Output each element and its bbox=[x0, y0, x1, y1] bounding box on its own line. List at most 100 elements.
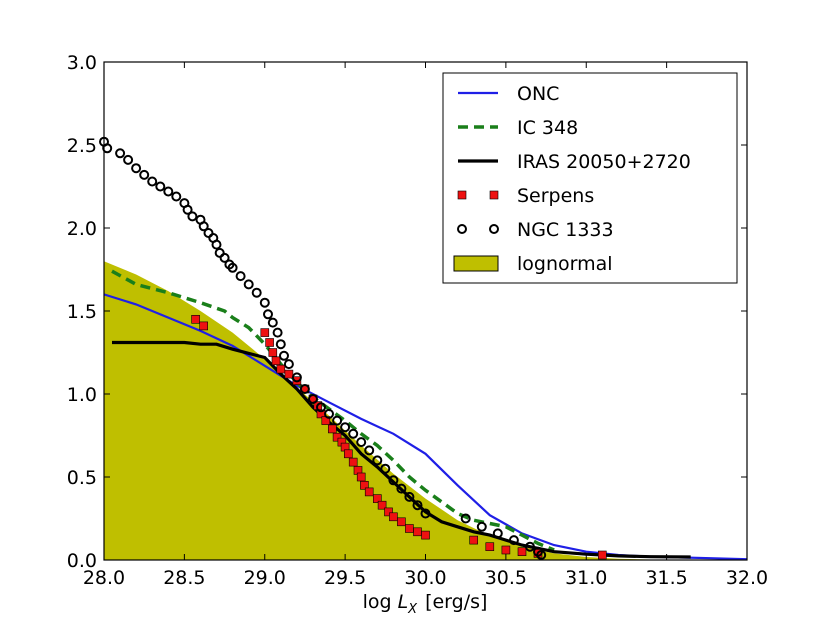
ngc-1333-point bbox=[536, 550, 547, 560]
serpens-point bbox=[421, 530, 430, 540]
x-tick-label: 30.5 bbox=[485, 567, 527, 589]
ic-348-line bbox=[111, 269, 555, 552]
y-tick-label: 1.0 bbox=[67, 384, 97, 406]
legend-swatch bbox=[453, 255, 499, 272]
serpens-point bbox=[343, 449, 353, 459]
legend-item-ic-348: IC 348 bbox=[458, 117, 578, 139]
tick-layer bbox=[103, 61, 748, 561]
ngc-1333-point bbox=[171, 191, 182, 202]
x-tick-label: 32.0 bbox=[726, 567, 768, 589]
legend-entries: ONC IC 348 IRAS 20050+2720 Serpens NGC 1333 l… bbox=[453, 83, 691, 275]
ngc-1333-point bbox=[198, 221, 209, 232]
serpens-point bbox=[372, 494, 382, 503]
serpens-point bbox=[265, 338, 274, 347]
ngc-1333-point bbox=[251, 287, 262, 298]
y-tick-labels: 0.0 0.5 1.0 1.5 2.0 2.5 3.0 bbox=[67, 52, 97, 572]
ngc-1333-point bbox=[420, 508, 431, 519]
ngc-1333-point bbox=[308, 394, 318, 404]
serpens-point bbox=[360, 480, 369, 490]
serpens-point bbox=[469, 535, 479, 545]
ngc-1333-point bbox=[219, 252, 230, 263]
legend-label: IRAS 20050+2720 bbox=[517, 151, 691, 173]
ngc-1333-point bbox=[404, 491, 415, 502]
legend-item-ngc-1333: NGC 1333 bbox=[457, 219, 614, 241]
ngc-1333-point bbox=[163, 186, 174, 197]
legend-swatch bbox=[457, 224, 467, 234]
x-tick-label: 28.5 bbox=[163, 567, 205, 589]
ngc-1333-point bbox=[364, 445, 375, 456]
x-tick-label: 29.5 bbox=[324, 567, 366, 589]
legend-frame bbox=[442, 72, 738, 284]
serpens-point bbox=[268, 348, 278, 357]
legend-label: ONC bbox=[517, 83, 559, 105]
ngc-1333-point bbox=[316, 402, 326, 413]
x-tick-label: 28.0 bbox=[83, 567, 125, 589]
y-tick-label: 0.5 bbox=[67, 467, 97, 489]
y-tick-label: 3.0 bbox=[67, 52, 97, 74]
ngc-1333-point bbox=[182, 204, 193, 215]
ngc-1333-point bbox=[372, 455, 383, 466]
serpens-point bbox=[485, 542, 495, 552]
legend-item-onc: ONC bbox=[458, 83, 559, 105]
legend-item-serpens: Serpens bbox=[457, 185, 594, 207]
ngc-1333-point bbox=[123, 154, 134, 165]
ngc-1333-point bbox=[263, 309, 273, 320]
serpens-point bbox=[284, 369, 294, 379]
legend: ONC IC 348 IRAS 20050+2720 Serpens NGC 1333 l… bbox=[442, 72, 738, 284]
x-tick-labels: 28.0 28.5 29.0 29.5 30.0 30.5 31.0 31.5 32.0 bbox=[83, 567, 768, 589]
serpens-point bbox=[276, 364, 286, 374]
legend-item-lognormal: lognormal bbox=[453, 253, 613, 275]
legend-label: Serpens bbox=[517, 185, 594, 207]
ngc-1333-point bbox=[492, 528, 503, 539]
ngc-1333-point bbox=[259, 297, 270, 308]
ngc-1333-point bbox=[332, 415, 343, 426]
ngc-1333-point bbox=[155, 181, 166, 192]
ngc-1333-point bbox=[227, 262, 238, 273]
ngc-1333-point bbox=[508, 535, 519, 546]
serpens-point bbox=[597, 550, 607, 560]
ngc-1333-point bbox=[102, 143, 113, 154]
serpens-point bbox=[260, 328, 270, 337]
ngc-1333-point bbox=[272, 327, 283, 338]
legend-swatch bbox=[489, 224, 499, 234]
x-tick-label: 30.0 bbox=[404, 567, 446, 589]
lognormal-area-layer bbox=[104, 261, 747, 560]
ngc-1333-point bbox=[115, 148, 126, 159]
ngc-1333-point bbox=[291, 372, 302, 383]
x-axis-label-prefix: log bbox=[363, 591, 398, 613]
serpens-point bbox=[327, 424, 337, 434]
legend-swatch bbox=[457, 190, 467, 200]
ngc-1333-point bbox=[340, 422, 351, 433]
y-tick-label: 0.0 bbox=[67, 550, 97, 572]
y-tick-label: 2.0 bbox=[67, 218, 97, 240]
y-tick-label: 1.5 bbox=[67, 301, 97, 323]
serpens-point bbox=[364, 487, 374, 497]
serpens-point bbox=[389, 512, 398, 522]
marker-series-layer bbox=[99, 136, 607, 560]
ngc-1333-point bbox=[279, 350, 289, 361]
ngc-1333-point bbox=[348, 428, 359, 439]
x-tick-label: 29.0 bbox=[244, 567, 286, 589]
legend-label: NGC 1333 bbox=[517, 219, 614, 241]
ngc-1333-point bbox=[139, 169, 150, 180]
x-tick-label: 31.5 bbox=[645, 567, 687, 589]
serpens-point bbox=[271, 356, 281, 366]
x-axis-label-suffix: [erg/s] bbox=[425, 591, 487, 613]
ngc-1333-point bbox=[243, 279, 254, 290]
ngc-1333-point bbox=[283, 359, 294, 370]
serpens-point bbox=[413, 527, 422, 537]
x-tick-label: 31.0 bbox=[565, 567, 607, 589]
ngc-1333-point bbox=[235, 271, 246, 282]
ngc-1333-point bbox=[356, 437, 367, 448]
serpens-point bbox=[191, 314, 200, 324]
serpens-point bbox=[517, 547, 527, 557]
serpens-point bbox=[356, 472, 366, 482]
ngc-1333-point bbox=[324, 408, 334, 419]
x-axis-label-subscript: X bbox=[407, 602, 418, 617]
ngc-1333-point bbox=[525, 541, 535, 552]
legend-item-iras-20050-2720: IRAS 20050+2720 bbox=[458, 151, 691, 173]
ngc-1333-point bbox=[187, 211, 198, 222]
serpens-point bbox=[332, 432, 342, 442]
lognormal-area bbox=[104, 261, 747, 560]
